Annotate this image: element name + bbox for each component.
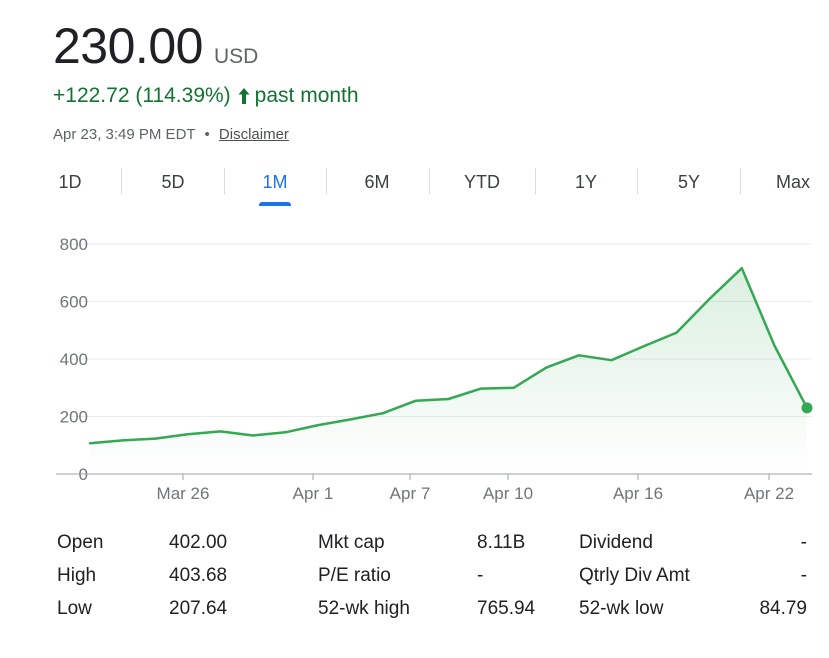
tab-label: 1Y <box>574 172 598 192</box>
tab-label: 6M <box>364 172 390 192</box>
tab-divider <box>121 168 122 194</box>
y-tick-label: 400 <box>60 350 88 369</box>
stat-value: 84.79 <box>759 598 807 619</box>
stat-value: - <box>800 532 807 553</box>
tab-1m[interactable]: 1M <box>235 162 315 206</box>
stat-value: - <box>800 565 807 586</box>
x-tick-label: Apr 7 <box>390 484 431 503</box>
x-tick-label: Apr 1 <box>293 484 334 503</box>
quote-meta: Apr 23, 3:49 PM EDT • Disclaimer <box>53 126 289 143</box>
stat-value: 402.00 <box>169 532 228 553</box>
tab-label: YTD <box>464 172 500 192</box>
stat-value: 765.94 <box>477 598 536 619</box>
tab-label: 5Y <box>677 172 701 192</box>
separator-dot: • <box>204 126 210 143</box>
current-price: 230.00 <box>53 18 203 74</box>
tab-divider <box>224 168 225 194</box>
stat-row: Low 207.64 52-wk high 765.94 52-wk low 84.79 <box>57 598 817 628</box>
disclaimer-link[interactable]: Disclaimer <box>218 126 289 143</box>
tab-label: 1D <box>58 172 82 192</box>
x-tick-label: Apr 22 <box>744 484 794 503</box>
stat-value: 207.64 <box>169 598 228 619</box>
tab-divider <box>429 168 430 194</box>
y-tick-label: 200 <box>60 408 88 427</box>
stat-label: P/E ratio <box>318 565 391 586</box>
currency-label: USD <box>213 45 259 68</box>
tab-5d[interactable]: 5D <box>133 162 213 206</box>
stat-row: Open 402.00 Mkt cap 8.11B Dividend - <box>57 532 817 562</box>
tab-divider <box>740 168 741 194</box>
stat-label: Low <box>57 598 92 619</box>
tab-max[interactable]: Max <box>753 162 829 206</box>
tab-label: 1M <box>262 172 288 192</box>
tab-ytd[interactable]: YTD <box>442 162 522 206</box>
stat-label: Dividend <box>579 532 653 553</box>
stat-row: High 403.68 P/E ratio - Qtrly Div Amt - <box>57 565 817 595</box>
stat-label: Qtrly Div Amt <box>579 565 690 586</box>
x-tick-label: Apr 10 <box>483 484 533 503</box>
tab-divider <box>535 168 536 194</box>
y-tick-label: 600 <box>60 293 88 312</box>
stat-value: 403.68 <box>169 565 228 586</box>
tab-1d[interactable]: 1D <box>30 162 110 206</box>
price-line <box>88 266 809 445</box>
arrow-up-icon <box>238 88 250 104</box>
tab-label: 5D <box>161 172 185 192</box>
price-header: 230.00 USD <box>53 18 258 74</box>
tab-divider <box>637 168 638 194</box>
stat-label: Open <box>57 532 104 553</box>
y-tick-label: 800 <box>60 235 88 254</box>
x-tick-label: Mar 26 <box>157 484 210 503</box>
tab-1y[interactable]: 1Y <box>546 162 626 206</box>
stat-value: 8.11B <box>477 532 526 553</box>
stat-label: 52-wk low <box>579 598 664 619</box>
tab-6m[interactable]: 6M <box>337 162 417 206</box>
active-tab-indicator <box>259 202 291 206</box>
price-change: +122.72 (114.39%) <box>53 84 231 107</box>
price-area <box>90 268 807 474</box>
tab-5y[interactable]: 5Y <box>649 162 729 206</box>
stat-value: - <box>477 565 484 586</box>
tab-divider <box>326 168 327 194</box>
price-change-row: +122.72 (114.39%) past month <box>53 84 359 108</box>
x-tick-label: Apr 16 <box>613 484 663 503</box>
range-tabs: 1D 5D 1M 6M YTD 1Y 5Y Max <box>20 162 829 206</box>
current-price-marker <box>801 402 813 414</box>
stat-label: High <box>57 565 97 586</box>
stat-label: Mkt cap <box>318 532 385 553</box>
tab-label: Max <box>775 172 810 192</box>
timestamp: Apr 23, 3:49 PM EDT <box>53 126 196 143</box>
stat-label: 52-wk high <box>318 598 410 619</box>
change-period: past month <box>254 84 359 107</box>
